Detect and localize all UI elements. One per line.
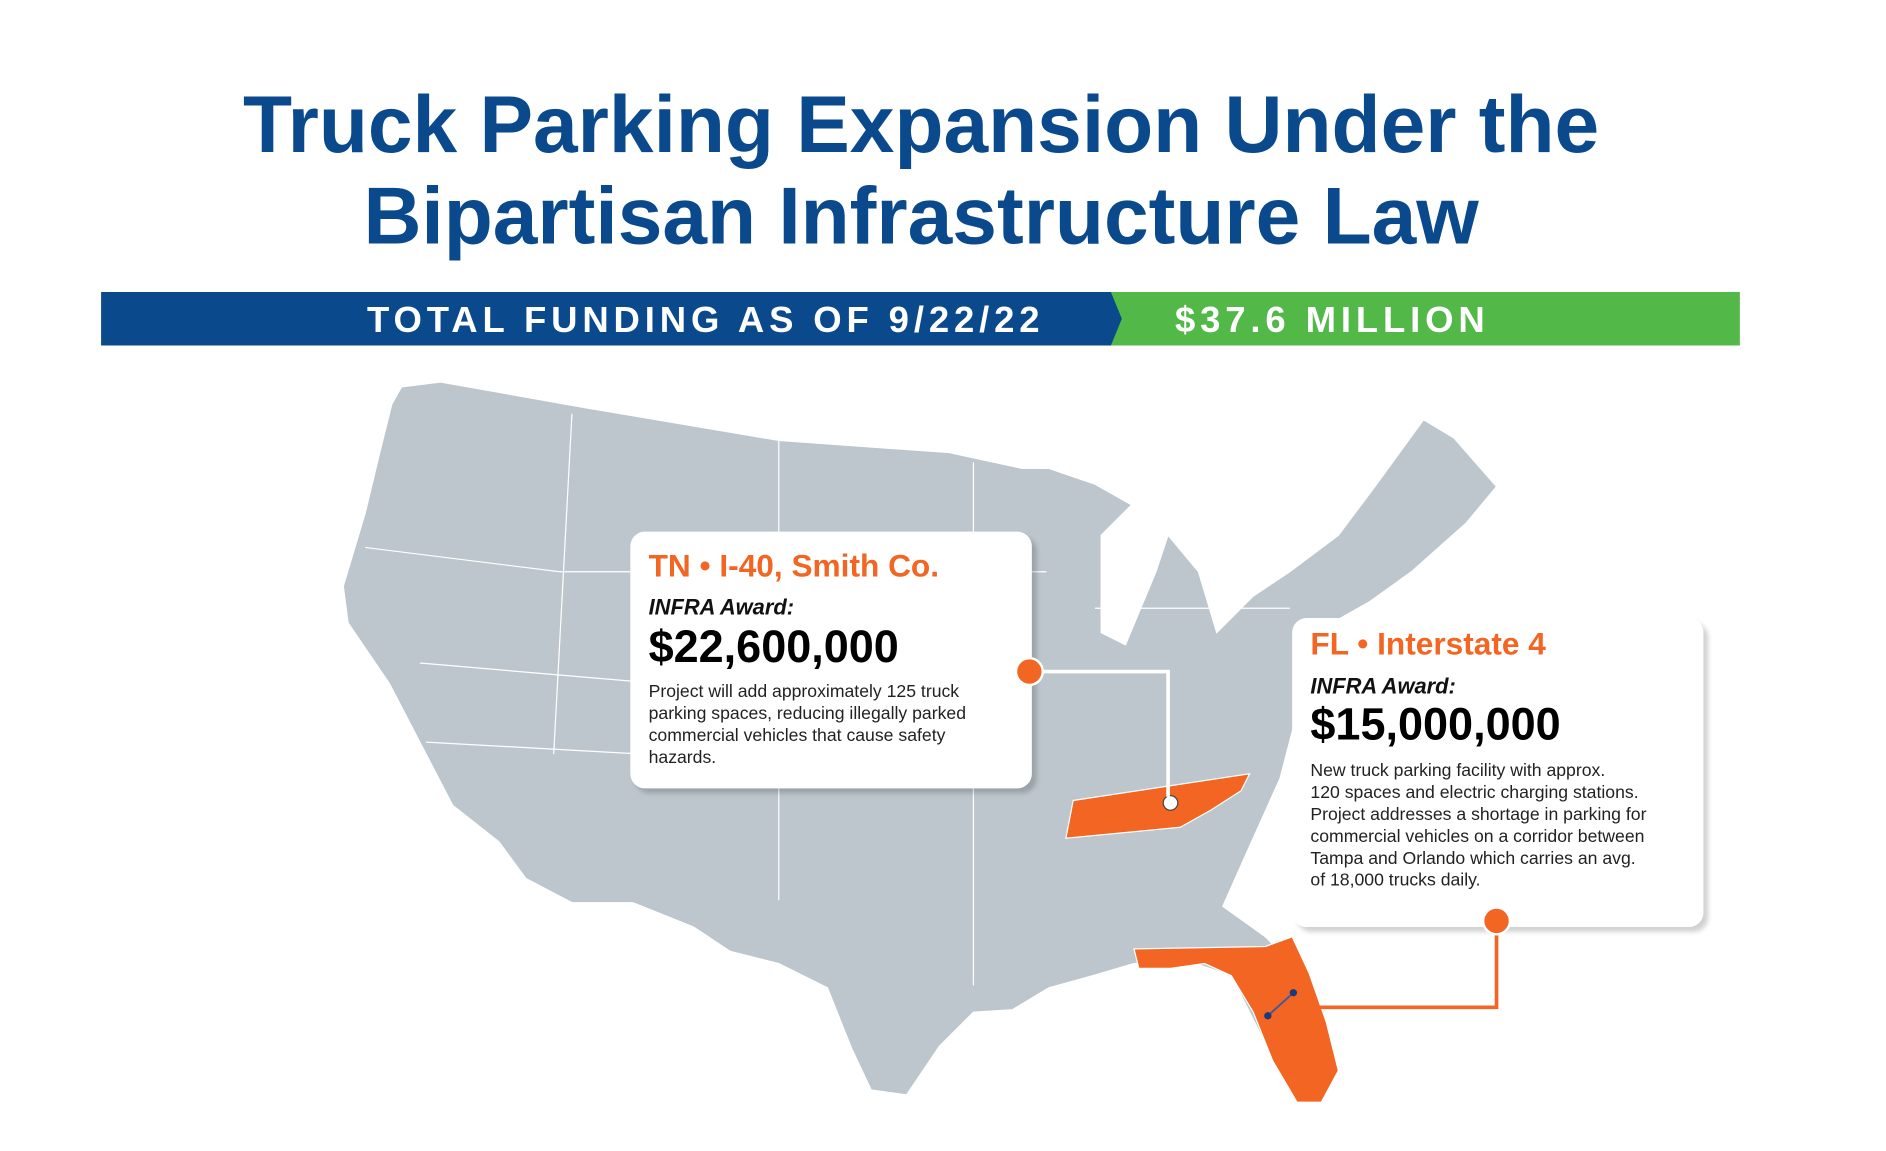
description-line: commercial vehicles on a corridor betwee… bbox=[1310, 826, 1644, 846]
description-line: of 18,000 trucks daily. bbox=[1310, 870, 1480, 890]
florida bbox=[1133, 935, 1340, 1103]
description-line: Project addresses a shortage in parking … bbox=[1310, 804, 1646, 824]
tennessee bbox=[1065, 772, 1251, 839]
fl-callout: FL • Interstate 4 INFRA Award: $15,000,0… bbox=[1292, 618, 1704, 928]
callout-heading: FL • Interstate 4 bbox=[1310, 626, 1546, 662]
tn-dot bbox=[1014, 656, 1044, 687]
tampa-dot bbox=[1264, 1012, 1272, 1020]
tn-callout: TN • I-40, Smith Co. INFRA Award: $22,60… bbox=[630, 531, 1032, 789]
orlando-dot bbox=[1289, 989, 1298, 997]
title-line: Bipartisan Infrastructure Law bbox=[363, 171, 1479, 261]
description-line: New truck parking facility with approx. bbox=[1310, 760, 1605, 780]
callout-box bbox=[1292, 618, 1704, 928]
i4-route bbox=[1267, 992, 1294, 1017]
callout-heading: TN • I-40, Smith Co. bbox=[649, 548, 939, 584]
connectors bbox=[1029, 669, 1499, 1010]
smith-co-marker bbox=[1162, 795, 1179, 811]
title-line: Truck Parking Expansion Under the bbox=[243, 80, 1599, 170]
banner-label: TOTAL FUNDING AS OF 9/22/22 bbox=[367, 299, 1044, 340]
description-line: hazards. bbox=[649, 747, 717, 767]
fl-dot bbox=[1481, 906, 1512, 936]
award-amount: $15,000,000 bbox=[1310, 699, 1560, 750]
description-line: parking spaces, reducing illegally parke… bbox=[649, 703, 966, 723]
banner: TOTAL FUNDING AS OF 9/22/22 $37.6 MILLIO… bbox=[101, 291, 1740, 346]
fl-connector bbox=[1314, 920, 1499, 1010]
description-line: 120 spaces and electric charging station… bbox=[1310, 782, 1638, 802]
banner-blue bbox=[101, 291, 1122, 346]
tn-connector bbox=[1029, 669, 1170, 797]
award-amount: $22,600,000 bbox=[649, 621, 899, 672]
callout-box bbox=[630, 531, 1032, 789]
banner-amount: $37.6 MILLION bbox=[1175, 299, 1490, 340]
description-line: Tampa and Orlando which carries an avg. bbox=[1310, 848, 1635, 868]
award-label: INFRA Award: bbox=[649, 594, 794, 619]
award-label: INFRA Award: bbox=[1310, 673, 1455, 698]
description-line: commercial vehicles that cause safety bbox=[649, 725, 946, 745]
description-line: Project will add approximately 125 truck bbox=[649, 681, 960, 701]
